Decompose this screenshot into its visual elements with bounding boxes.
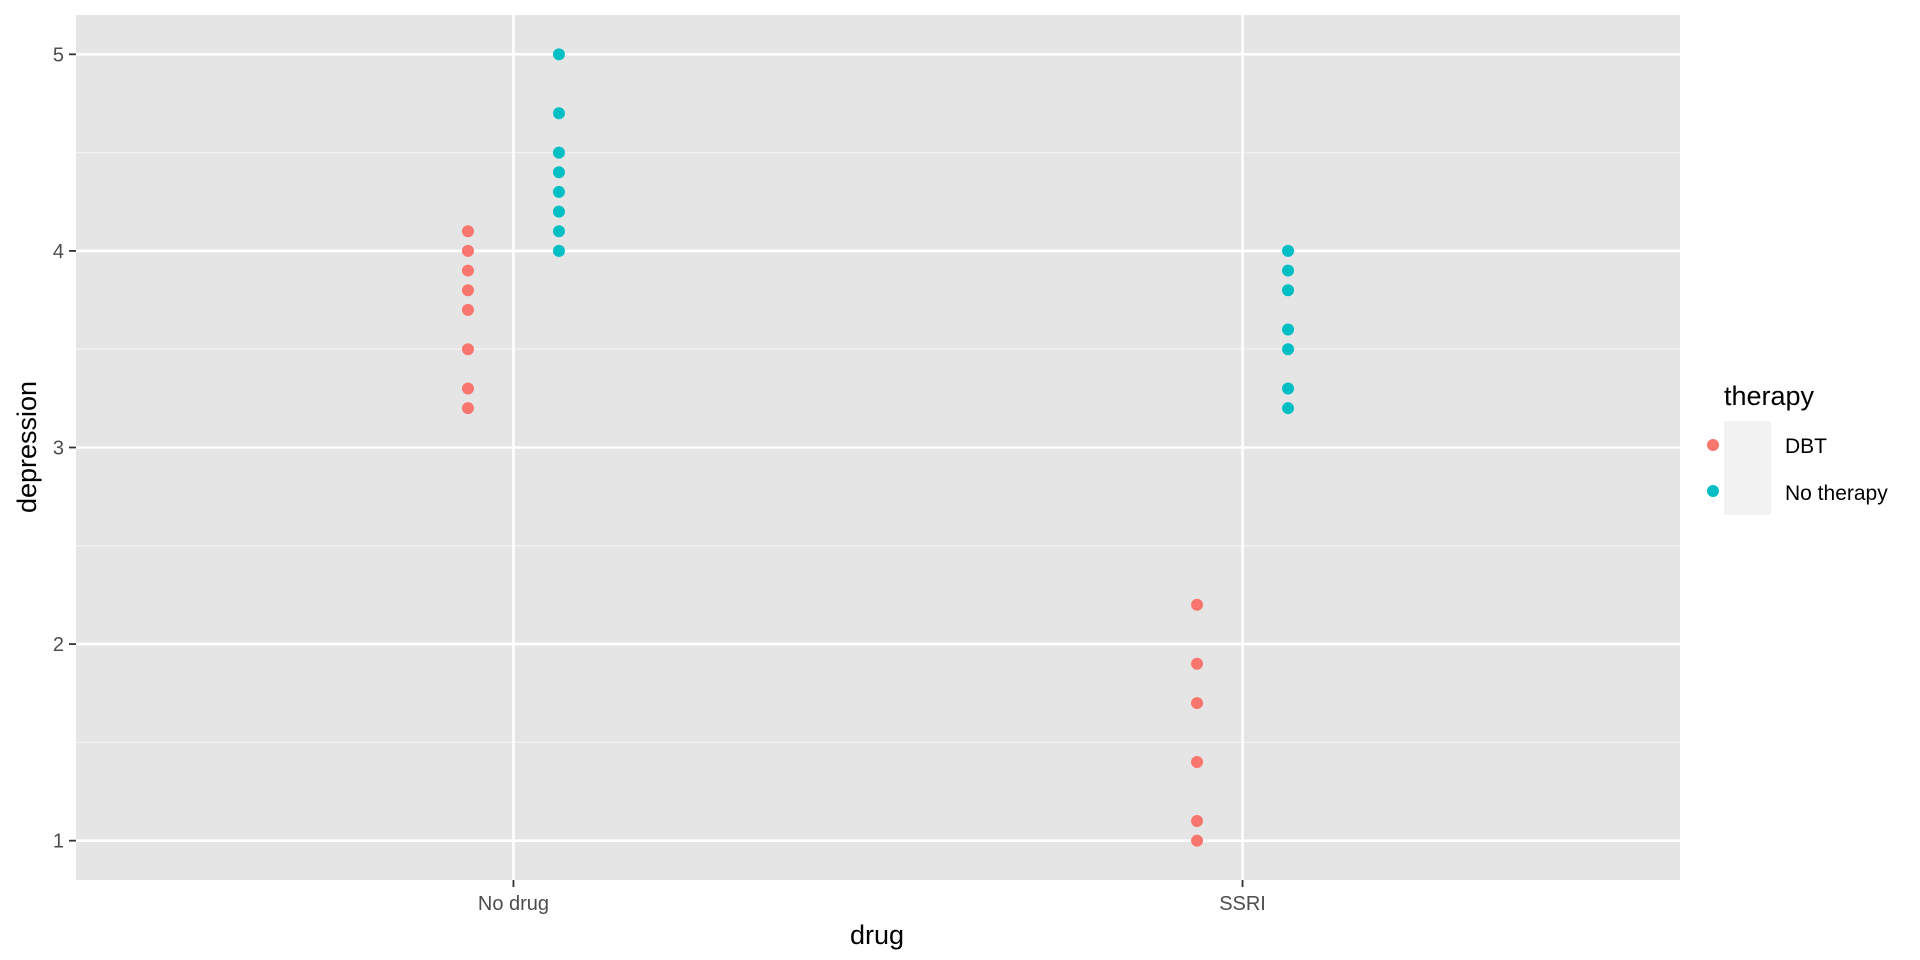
data-point-dbt (1191, 697, 1204, 710)
major-gridlines (76, 15, 1680, 880)
data-point-no-therapy (1282, 244, 1295, 257)
data-point-no-therapy (1282, 284, 1295, 297)
legend-key-dbt (1707, 439, 1719, 451)
data-point-no-therapy (1282, 264, 1295, 277)
x-tick-label: SSRI (1219, 893, 1266, 915)
x-axis-title: drug (850, 920, 904, 950)
data-point-dbt (461, 264, 474, 277)
data-point-dbt (1191, 834, 1204, 847)
legend-title: therapy (1724, 381, 1815, 411)
y-tick-label: 5 (53, 44, 64, 66)
data-point-no-therapy (1282, 382, 1295, 395)
data-point-no-therapy (552, 48, 565, 61)
data-point-no-therapy (1282, 402, 1295, 415)
y-tick-label: 3 (53, 438, 64, 460)
data-point-no-therapy (552, 146, 565, 159)
data-point-dbt (461, 303, 474, 316)
data-point-no-therapy (1282, 343, 1295, 356)
data-point-dbt (461, 343, 474, 356)
x-tick-label: No drug (478, 893, 549, 915)
data-point-dbt (461, 244, 474, 257)
legend-key-no-therapy (1707, 485, 1719, 497)
data-point-no-therapy (552, 244, 565, 257)
y-axis: 1 2 3 4 5 (53, 44, 76, 853)
y-tick-label: 4 (53, 241, 64, 263)
legend: therapy DBT No therapy (1707, 381, 1888, 515)
y-axis-title: depression (12, 381, 42, 513)
data-point-dbt (1191, 598, 1204, 611)
data-point-no-therapy (552, 107, 565, 120)
data-point-no-therapy (552, 185, 565, 198)
data-point-dbt (1191, 815, 1204, 828)
data-point-dbt (1191, 756, 1204, 769)
data-point-no-therapy (552, 166, 565, 179)
data-point-dbt (1191, 657, 1204, 670)
data-point-dbt (461, 225, 474, 238)
data-points (461, 48, 1295, 847)
data-point-dbt (461, 402, 474, 415)
x-axis: No drug SSRI (478, 880, 1266, 915)
legend-label-dbt: DBT (1785, 435, 1827, 458)
data-point-dbt (461, 284, 474, 297)
data-point-no-therapy (552, 225, 565, 238)
minor-gridlines (76, 151, 1680, 744)
data-point-no-therapy (552, 205, 565, 218)
data-point-no-therapy (1282, 323, 1295, 336)
legend-key-background (1724, 421, 1771, 515)
data-point-dbt (461, 382, 474, 395)
y-tick-label: 2 (53, 634, 64, 656)
legend-label-no-therapy: No therapy (1785, 482, 1888, 505)
y-tick-label: 1 (53, 831, 64, 853)
